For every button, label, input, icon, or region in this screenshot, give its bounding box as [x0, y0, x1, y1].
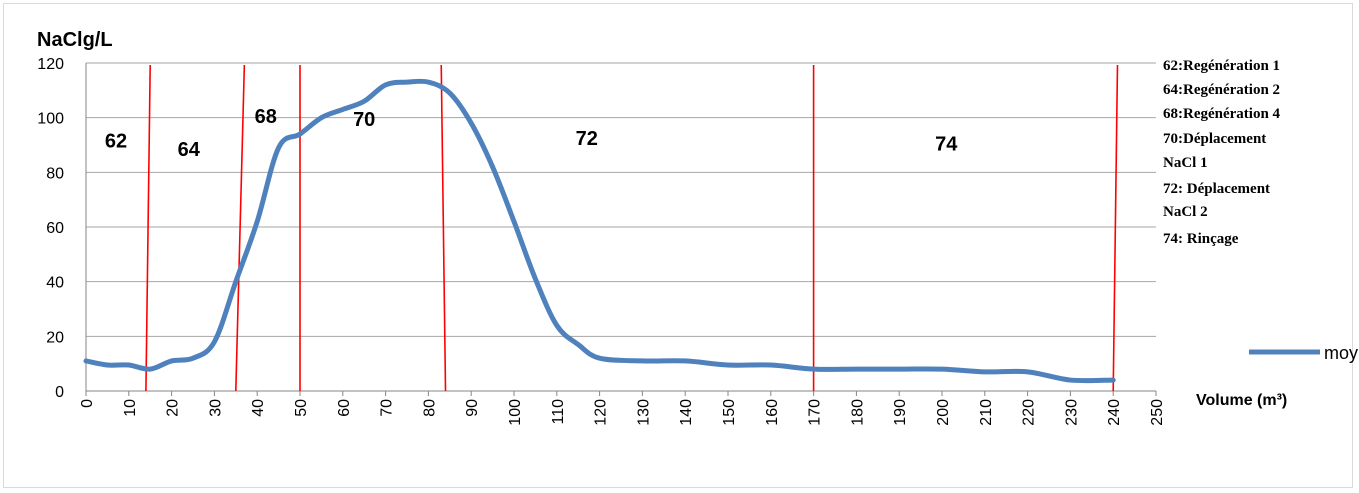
phase-separator: [1112, 64, 1119, 392]
x-axis-label: Volume (m³): [1196, 392, 1287, 409]
x-tick-label: 50: [293, 399, 310, 417]
phase-legend-line: NaCl 2: [1163, 204, 1208, 220]
y-tick-label: 100: [37, 111, 64, 128]
y-tick-label: 40: [46, 275, 64, 292]
phase-legend-line: 64:Regénération 2: [1163, 82, 1280, 98]
x-tick-label: 40: [250, 399, 267, 417]
y-tick-label: 20: [46, 329, 64, 346]
phase-separator: [145, 64, 151, 392]
zone-label: 62: [105, 131, 127, 153]
x-tick-label: 170: [807, 399, 824, 426]
series-line-moynacl: [83, 78, 1116, 384]
x-tick-label: 30: [207, 399, 224, 417]
x-tick-label: 220: [1021, 399, 1038, 426]
labels-layer: 62 64 68 70 72 74: [105, 106, 958, 161]
x-tick-label: 130: [635, 399, 652, 426]
zone-label: 70: [353, 109, 375, 131]
x-tick-label: 90: [464, 399, 481, 417]
phase-separator: [440, 64, 447, 392]
phase-legend-line: 68:Regénération 4: [1163, 106, 1281, 122]
phase-separator: [235, 64, 246, 392]
phase-legend-line: 70:Déplacement: [1163, 131, 1266, 147]
x-tick-label: 110: [550, 399, 567, 425]
chart-frame: [3, 3, 1353, 488]
zone-label: 72: [576, 128, 598, 150]
x-tick-label: 120: [593, 399, 610, 426]
x-tick-label: 60: [336, 399, 353, 417]
series-layer: [83, 78, 1116, 384]
x-tick-label: 210: [978, 399, 995, 426]
x-tick-label: 200: [935, 399, 952, 426]
x-tick-label: 230: [1063, 399, 1080, 426]
phase-legend-line: 72: Déplacement: [1163, 181, 1270, 197]
x-tick-label: 190: [892, 399, 909, 426]
x-tick-label: 180: [849, 399, 866, 426]
x-tick-label: 20: [165, 399, 182, 417]
phase-legend-line: 62:Regénération 1: [1163, 58, 1280, 74]
y-tick-label: 80: [46, 165, 64, 182]
legend: moyNaCl: [1249, 343, 1359, 363]
x-tick-label: 0: [79, 399, 96, 408]
y-tick-label: 0: [55, 384, 64, 401]
zone-label: 64: [178, 139, 201, 161]
y-tick-label: 120: [37, 56, 64, 73]
phase-legend: 62:Regénération 1 64:Regénération 2 68:R…: [1163, 58, 1281, 247]
x-tick-label: 80: [421, 399, 438, 417]
x-tick-label: 160: [764, 399, 781, 426]
zone-label: 68: [255, 106, 277, 128]
legend-label-moynacl: moyNaCl: [1324, 343, 1359, 363]
x-tick-label: 70: [379, 399, 396, 417]
grid-layer: [86, 62, 1156, 337]
y-axis-label: NaClg/L: [37, 29, 113, 51]
x-tick-label: 250: [1149, 399, 1166, 426]
x-tick-label: 10: [122, 399, 139, 417]
x-tick-label: 240: [1106, 399, 1123, 426]
phase-legend-line: 74: Rinçage: [1163, 231, 1239, 247]
phase-legend-line: NaCl 1: [1163, 155, 1208, 171]
zone-label: 74: [935, 133, 958, 155]
x-tick-label: 100: [507, 399, 524, 426]
separator-layer: [145, 64, 1119, 392]
y-tick-label: 60: [46, 220, 64, 237]
x-tick-label: 150: [721, 399, 738, 426]
axes-layer: 0 20 40 60 80 100 120 0 10 20 30 40 50 60 70 80 90 100 110…: [37, 56, 1166, 426]
x-tick-label: 140: [678, 399, 695, 426]
